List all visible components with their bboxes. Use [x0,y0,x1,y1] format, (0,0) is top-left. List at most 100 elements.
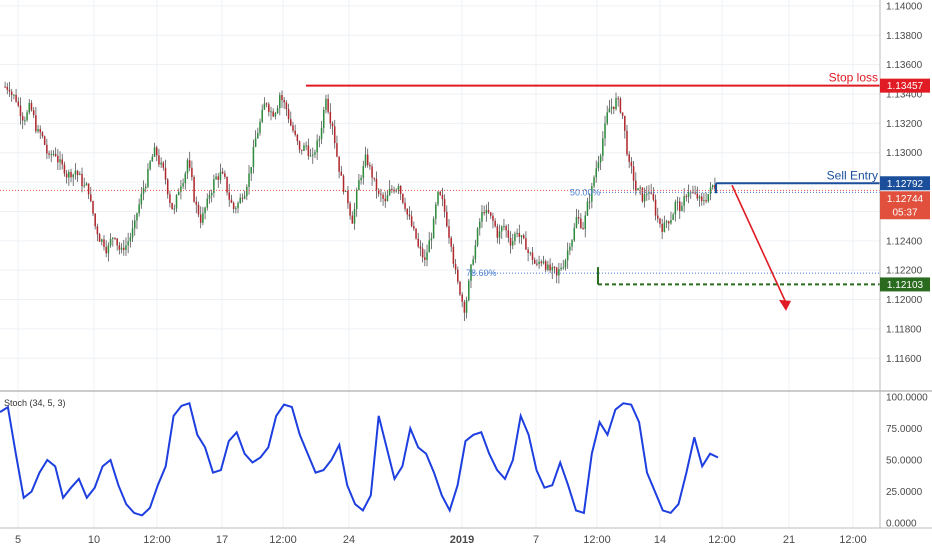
price-tick-label: 1.13400 [886,90,923,101]
candle-body [558,269,560,276]
price-tick-label: 1.11800 [886,324,922,335]
candle-body [450,237,452,247]
take-profit-price-tag: 1.12103 [880,277,930,292]
svg-text:1.12792: 1.12792 [887,179,924,190]
candle-body [599,155,602,163]
candle-body [281,95,283,101]
candle-body [294,130,296,135]
candle-body [410,216,413,227]
candle-body [8,89,11,92]
projection-arrow[interactable] [731,184,791,311]
candle-body [101,239,103,242]
candle-body [180,186,182,192]
price-tick-label: 1.12000 [886,295,923,306]
candle-body [268,104,270,112]
candle-body [397,186,400,190]
candle-body [531,252,534,260]
candle-body [659,218,661,224]
candle-body [487,210,490,213]
candle-body [683,196,685,206]
sell-entry-label: Sell Entry [827,168,878,182]
candle-body [217,176,220,180]
stoch-tick-label: 25.0000 [886,487,923,498]
candle-body [388,188,391,196]
candle-body [175,195,178,209]
grid [0,0,880,528]
candle-body [265,103,268,105]
candle-body [261,109,263,122]
candle-body [494,220,496,227]
candle-body [303,145,305,151]
candle-body [195,201,198,205]
candle-body [525,238,527,250]
candle-body [122,247,125,250]
candle-body [96,226,99,235]
price-tick-label: 1.12400 [886,236,923,247]
time-axis[interactable]: 5 10 12:00 17 12:00 24 2019 7 12:00 14 12:00 21 12:0… [15,534,867,546]
candle-body [208,195,211,199]
price-tick-label: 1.13800 [886,31,923,42]
candle-body [26,112,28,121]
candle-body [591,186,593,202]
candle-body [610,106,613,109]
candle-body [595,168,598,178]
candle-body [639,187,641,189]
time-tick-label: 21 [783,534,795,546]
stoch-title: Stoch (34, 5, 3) [4,398,66,408]
candle-body [674,202,677,215]
candle-body [333,126,336,144]
candle-body [259,121,261,134]
candle-body [272,111,274,117]
candle-body [430,238,433,241]
stoch-tick-label: 0.0000 [886,519,917,530]
stoch-axis[interactable]: 100.0000 75.0000 50.0000 25.0000 0.0000 [886,393,928,530]
candle-body [316,140,318,153]
candle-body [569,246,571,251]
candle-body [584,215,587,229]
stop-loss-label: Stop loss [829,71,878,85]
candle-body [637,188,639,191]
candle-body [529,252,532,254]
time-tick-label: 17 [216,534,228,546]
candle-body [635,180,637,191]
candle-body [446,211,448,227]
candle-body [221,171,224,174]
candle-body [711,185,714,188]
candle-body [270,111,272,113]
candle-body [564,260,567,268]
candle-body [57,155,59,163]
candle-body [43,136,46,145]
candle-body [362,165,365,178]
candle-body [474,245,477,260]
candle-body [483,212,485,214]
candle-body [114,237,116,239]
candle-body [437,191,439,205]
candle-body [687,192,690,197]
candle-body [248,173,250,187]
candle-body [709,187,712,195]
candle-body [577,217,580,219]
candle-body [428,240,430,253]
candle-body [472,259,474,265]
candle-body [257,133,259,139]
countdown: 05:37 [892,207,917,218]
candle-body [215,176,217,180]
candle-body [355,190,358,210]
candle-body [17,101,20,106]
candle-body [325,98,327,110]
candle-body [21,116,24,121]
candle-body [555,267,558,276]
candle-body [380,193,382,195]
candle-body [707,194,710,202]
candle-body [338,156,340,172]
candle-body [417,238,420,247]
candle-body [188,160,191,168]
candle-body [153,147,156,157]
candle-body [327,98,329,112]
candle-body [63,164,66,174]
candle-body [254,138,257,147]
candle-body [685,196,688,198]
